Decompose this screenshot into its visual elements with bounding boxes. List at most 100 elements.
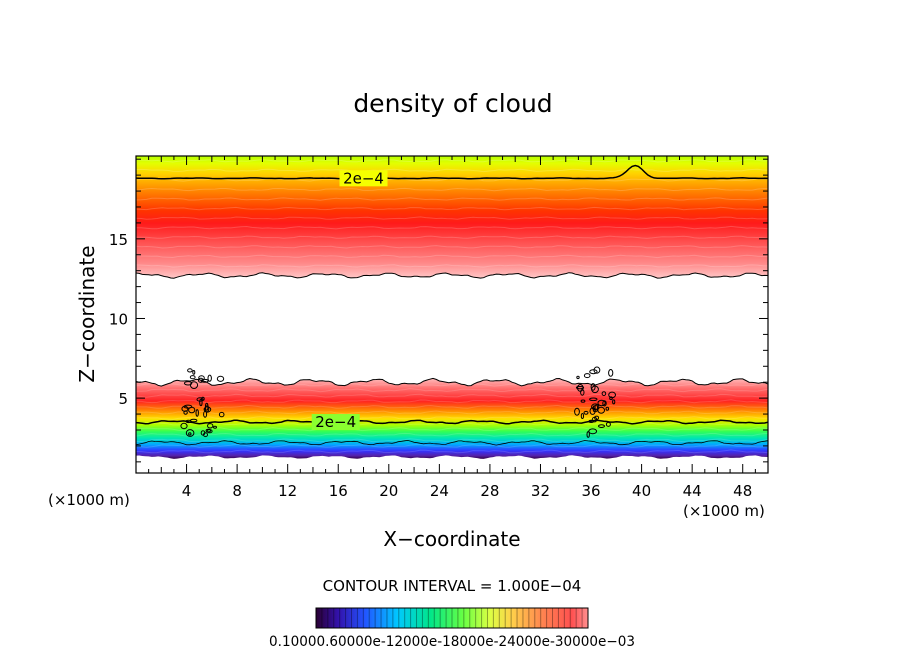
contour-label-upper: 2e−4 xyxy=(343,169,384,187)
band-line xyxy=(136,168,768,173)
disturbance-contour xyxy=(213,425,217,429)
disturbance-contour xyxy=(195,409,199,417)
disturbance-contour xyxy=(609,396,613,401)
colorbar-divisions xyxy=(321,608,583,628)
disturbance-contour xyxy=(580,389,585,396)
x-unit-right: (×1000 m) xyxy=(683,502,765,520)
band-line xyxy=(136,235,768,239)
disturbance-contour xyxy=(608,369,614,377)
disturbance-contour xyxy=(601,391,607,397)
y-tick-label: 10 xyxy=(109,310,128,328)
band-line xyxy=(136,197,768,201)
disturbance-contour xyxy=(183,381,193,386)
disturbance-contour xyxy=(187,368,193,373)
disturbance-contour xyxy=(204,402,209,411)
upper-2e-4-contour xyxy=(136,164,768,180)
contour-label-lower: 2e−4 xyxy=(315,413,356,431)
x-tick-label: 16 xyxy=(329,482,348,500)
band-line xyxy=(136,393,768,398)
disturbance-contour xyxy=(189,375,196,380)
disturbance-contour xyxy=(185,429,195,437)
x-tick-label: 32 xyxy=(531,482,550,500)
x-tick-label: 12 xyxy=(278,482,297,500)
band-line xyxy=(136,388,768,393)
x-axis-label: X−coordinate xyxy=(383,527,520,551)
disturbance-contour xyxy=(580,399,586,403)
convective-disturbances xyxy=(180,366,616,438)
lower-2e-4-contour xyxy=(136,419,768,425)
x-tick-label: 40 xyxy=(632,482,651,500)
disturbance-contour xyxy=(589,369,598,375)
disturbance-contour xyxy=(597,406,606,414)
colorbar-fill xyxy=(315,607,589,629)
x-tick-label: 36 xyxy=(581,482,600,500)
x-axis-ticks: 4 8 12 16 20 24 28 32 36 40 44 48 xyxy=(148,156,756,500)
y-axis-ticks: 5 10 15 xyxy=(109,158,768,463)
band-line xyxy=(136,206,768,211)
x-unit-left: (×1000 m) xyxy=(48,491,130,509)
band-line xyxy=(136,415,768,421)
disturbance-contour xyxy=(199,398,203,407)
x-tick-label: 28 xyxy=(480,482,499,500)
disturbance-contour xyxy=(612,399,616,405)
disturbance-contour xyxy=(576,375,580,380)
y-tick-label: 15 xyxy=(109,231,128,249)
band-line xyxy=(136,399,768,404)
chart-title: density of cloud xyxy=(353,89,552,118)
disturbance-contour xyxy=(594,415,600,420)
band-line xyxy=(136,449,768,454)
band-line xyxy=(136,443,768,448)
band-line xyxy=(136,438,768,443)
x-tick-label: 48 xyxy=(733,482,752,500)
x-tick-label: 8 xyxy=(232,482,242,500)
band-line xyxy=(136,245,768,249)
disturbance-contour xyxy=(188,406,196,414)
disturbance-contour xyxy=(207,423,214,429)
contour-label-background xyxy=(339,170,388,187)
disturbance-contour xyxy=(594,404,599,412)
disturbance-contour xyxy=(608,391,616,399)
band-line xyxy=(136,216,768,220)
upper-cloud-layer xyxy=(136,156,768,279)
band-line xyxy=(136,264,768,268)
disturbance-contour xyxy=(190,418,198,423)
disturbance-contour xyxy=(205,428,212,433)
colorbar-tick-labels: 0.10000.60000e-12000e-18000e-24000e-3000… xyxy=(269,634,635,650)
disturbance-contour xyxy=(200,430,206,436)
x-tick-label: 4 xyxy=(182,482,192,500)
disturbance-contour xyxy=(180,422,188,430)
contour-label-background xyxy=(311,414,360,431)
disturbance-contour xyxy=(589,397,598,402)
disturbance-contour xyxy=(207,374,212,382)
disturbance-contour xyxy=(216,375,225,382)
lower-blue-contour xyxy=(136,439,768,446)
x-tick-label: 44 xyxy=(683,482,702,500)
disturbance-contour xyxy=(192,370,196,375)
disturbance-contour xyxy=(590,383,596,391)
disturbance-contour xyxy=(591,403,600,411)
lower-layer-top-contour xyxy=(136,377,768,387)
lower-layer-banding xyxy=(136,382,768,454)
disturbance-contour xyxy=(597,399,606,407)
band-line xyxy=(136,404,768,409)
band-line xyxy=(136,382,768,387)
band-line xyxy=(136,187,768,192)
disturbance-contour xyxy=(203,406,212,413)
contour-interval-text: CONTOUR INTERVAL = 1.000E−04 xyxy=(323,577,582,595)
colorbar xyxy=(315,607,589,629)
disturbance-contour xyxy=(577,384,584,392)
band-line xyxy=(136,432,768,437)
disturbance-contour xyxy=(598,424,605,429)
band-line xyxy=(136,159,768,163)
disturbance-contour xyxy=(575,386,585,390)
upper-layer-base-contour xyxy=(136,272,768,279)
band-line xyxy=(136,410,768,415)
disturbance-contour xyxy=(574,407,580,416)
disturbance-contour xyxy=(200,378,209,383)
disturbance-contour xyxy=(218,411,225,418)
band-line xyxy=(136,225,768,230)
band-line xyxy=(136,427,768,432)
y-tick-label: 5 xyxy=(118,390,128,408)
band-line xyxy=(136,254,768,259)
disturbance-contour xyxy=(580,413,585,419)
